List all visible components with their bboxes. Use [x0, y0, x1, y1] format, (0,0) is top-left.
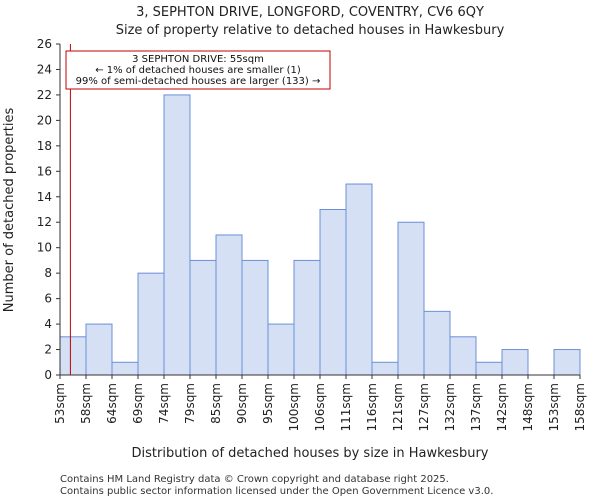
chart-subtitle: Size of property relative to detached ho…	[116, 23, 505, 38]
y-tick-label: 22	[37, 88, 52, 102]
y-tick-label: 18	[37, 139, 52, 153]
y-tick-label: 20	[37, 113, 52, 127]
y-axis-label: Number of detached properties	[2, 108, 17, 313]
x-tick-label: 111sqm	[339, 383, 353, 431]
x-tick-label: 79sqm	[183, 383, 197, 424]
y-tick-label: 14	[37, 190, 52, 204]
histogram-bar	[397, 221, 425, 376]
y-tick-label: 10	[37, 241, 52, 255]
histogram-bar	[137, 272, 165, 376]
histogram-bar	[449, 336, 477, 376]
x-tick-label: 158sqm	[573, 383, 587, 431]
histogram-bar	[111, 361, 139, 376]
x-tick-label: 137sqm	[469, 383, 483, 431]
x-tick-label: 106sqm	[313, 383, 327, 431]
histogram-bar	[371, 361, 399, 376]
histogram-bar	[293, 259, 321, 376]
y-tick-label: 8	[44, 266, 52, 280]
x-tick-label: 148sqm	[521, 383, 535, 431]
x-tick-label: 58sqm	[79, 383, 93, 424]
histogram-bar	[189, 259, 217, 376]
x-tick-label: 153sqm	[547, 383, 561, 431]
annotation-line-1: 3 SEPHTON DRIVE: 55sqm	[132, 54, 264, 65]
histogram-bar	[475, 361, 503, 376]
histogram-bar	[553, 349, 581, 376]
annotation-line-3: 99% of semi-detached houses are larger (…	[76, 76, 321, 87]
x-tick-label: 127sqm	[417, 383, 431, 431]
x-tick-label: 90sqm	[235, 383, 249, 424]
histogram-bar	[85, 323, 113, 376]
y-tick-label: 24	[37, 62, 52, 76]
x-tick-label: 53sqm	[53, 383, 67, 424]
histogram-bar	[423, 310, 451, 376]
footer-line-1: Contains HM Land Registry data © Crown c…	[60, 474, 449, 485]
y-tick-label: 26	[37, 37, 52, 51]
chart-title: 3, SEPHTON DRIVE, LONGFORD, COVENTRY, CV…	[136, 5, 484, 20]
y-tick-label: 4	[44, 317, 52, 331]
footer-line-2: Contains public sector information licen…	[60, 486, 493, 497]
histogram-bar	[59, 336, 87, 376]
x-tick-label: 69sqm	[131, 383, 145, 424]
histogram-bar	[501, 349, 529, 376]
x-tick-label: 74sqm	[157, 383, 171, 424]
histogram-bar	[241, 259, 269, 376]
histogram-bar	[215, 234, 243, 376]
y-tick-label: 2	[44, 343, 52, 357]
histogram-bar	[319, 209, 347, 376]
x-tick-label: 121sqm	[391, 383, 405, 431]
histogram-bar	[345, 183, 373, 376]
x-axis-label: Distribution of detached houses by size …	[132, 446, 489, 461]
x-tick-label: 64sqm	[105, 383, 119, 424]
annotation-box: 3 SEPHTON DRIVE: 55sqm ← 1% of detached …	[65, 50, 331, 90]
x-tick-label: 100sqm	[287, 383, 301, 431]
y-tick-label: 12	[37, 215, 52, 229]
x-tick-label: 116sqm	[365, 383, 379, 431]
y-tick-label: 0	[44, 368, 52, 382]
annotation-line-2: ← 1% of detached houses are smaller (1)	[95, 65, 301, 76]
x-tick-label: 85sqm	[209, 383, 223, 424]
histogram-bar	[163, 94, 191, 376]
x-tick-label: 142sqm	[495, 383, 509, 431]
y-tick-label: 6	[44, 292, 52, 306]
x-tick-label: 132sqm	[443, 383, 457, 431]
histogram-bar	[267, 323, 295, 376]
y-tick-label: 16	[37, 164, 52, 178]
x-tick-label: 95sqm	[261, 383, 275, 424]
annotation-frame	[65, 50, 331, 90]
